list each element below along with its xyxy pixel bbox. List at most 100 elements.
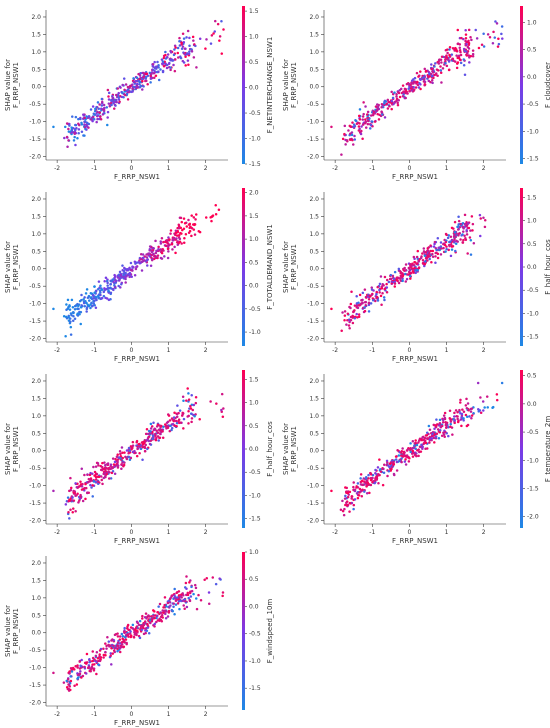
scatter-point [471, 54, 475, 58]
y-tick-label: 1.0 [309, 49, 319, 56]
scatter-point [154, 74, 158, 78]
colorbar-label: F_temperature_2m [544, 416, 550, 482]
scatter-point [445, 424, 448, 428]
scatter-point [120, 641, 123, 644]
scatter-point [163, 603, 166, 607]
scatter-point [453, 419, 456, 422]
scatter-point [401, 273, 405, 277]
y-tick-label: -0.5 [29, 101, 41, 108]
scatter-point [190, 589, 194, 593]
y-tick-label: 1.0 [309, 231, 319, 238]
scatter-point [159, 242, 163, 245]
scatter-point [390, 107, 393, 111]
scatter-point [424, 250, 428, 254]
scatter-point [84, 299, 87, 303]
scatter-point [117, 96, 121, 99]
scatter-point [367, 302, 371, 305]
scatter-point [80, 123, 84, 126]
scatter-point [155, 425, 159, 428]
scatter-point [132, 77, 135, 80]
scatter-point [173, 596, 176, 600]
scatter-point [93, 113, 97, 117]
x-tick-label: 0 [408, 165, 412, 172]
scatter-point [91, 659, 94, 663]
scatter-point [169, 51, 173, 54]
scatter-point [153, 610, 156, 613]
scatter-point [378, 113, 381, 117]
colorbar-tick-label: -2.0 [527, 514, 539, 521]
scatter-point [407, 446, 410, 450]
scatter-point [363, 309, 367, 313]
scatter-point [102, 109, 106, 113]
scatter-point [104, 463, 107, 467]
scatter-point [156, 611, 160, 614]
scatter-point [177, 56, 180, 59]
scatter-point [217, 208, 221, 211]
scatter-point [426, 437, 430, 440]
scatter-point [79, 480, 82, 483]
scatter-point [462, 37, 465, 41]
scatter-point [189, 595, 193, 598]
scatter-point [189, 407, 193, 410]
scatter-point [363, 121, 367, 125]
scatter-point [378, 282, 382, 286]
scatter-point [468, 236, 472, 239]
y-tick-label: 0.5 [31, 612, 41, 619]
scatter-point [357, 313, 361, 316]
y-tick-label: -1.0 [307, 119, 319, 126]
scatter-point [77, 117, 80, 121]
scatter-point [412, 88, 416, 91]
scatter-point [426, 249, 430, 252]
scatter-point [485, 395, 489, 398]
x-tick-label: 2 [482, 165, 486, 172]
scatter-point [479, 217, 482, 220]
scatter-point [99, 118, 103, 121]
scatter-point [414, 447, 417, 451]
scatter-point [187, 52, 191, 56]
scatter-point [350, 495, 354, 498]
scatter-point [437, 437, 441, 440]
scatter-point [359, 473, 363, 476]
scatter-point [194, 213, 198, 216]
scatter-point [85, 301, 88, 305]
scatter-point [179, 216, 183, 220]
scatter-point [78, 299, 82, 303]
scatter-point [444, 430, 447, 434]
scatter-point [143, 616, 147, 619]
scatter-point [152, 72, 156, 75]
scatter-point [470, 414, 474, 417]
scatter-point [142, 626, 145, 630]
y-tick-label: 2.0 [31, 560, 41, 567]
scatter-point [456, 420, 460, 424]
scatter-point [90, 301, 93, 305]
scatter-point [68, 304, 71, 307]
scatter-point [492, 30, 495, 34]
scatter-point [182, 417, 186, 421]
scatter-point [190, 50, 194, 53]
scatter-point [443, 416, 447, 420]
scatter-point [435, 432, 439, 435]
scatter-series [330, 20, 504, 156]
scatter-point [463, 234, 466, 238]
colorbar-tick-label: 2.0 [249, 190, 259, 197]
scatter-point [137, 261, 140, 264]
scatter-point [428, 252, 431, 255]
scatter-point [372, 289, 375, 292]
scatter-point [187, 596, 190, 600]
scatter-point [497, 42, 501, 46]
scatter-point [411, 270, 415, 273]
scatter-point [86, 491, 89, 495]
scatter-point [89, 296, 93, 299]
scatter-point [341, 137, 345, 141]
scatter-point [409, 442, 412, 445]
scatter-point [356, 121, 360, 124]
scatter-point [215, 402, 218, 405]
scatter-point [168, 419, 172, 422]
scatter-point [210, 34, 214, 37]
scatter-point [390, 101, 393, 105]
scatter-point [131, 87, 134, 90]
scatter-point [176, 596, 179, 599]
y-tick-label: 2.0 [31, 196, 41, 203]
y-axis-label: SHAP value for [282, 423, 290, 475]
x-tick-label: 2 [204, 711, 208, 718]
